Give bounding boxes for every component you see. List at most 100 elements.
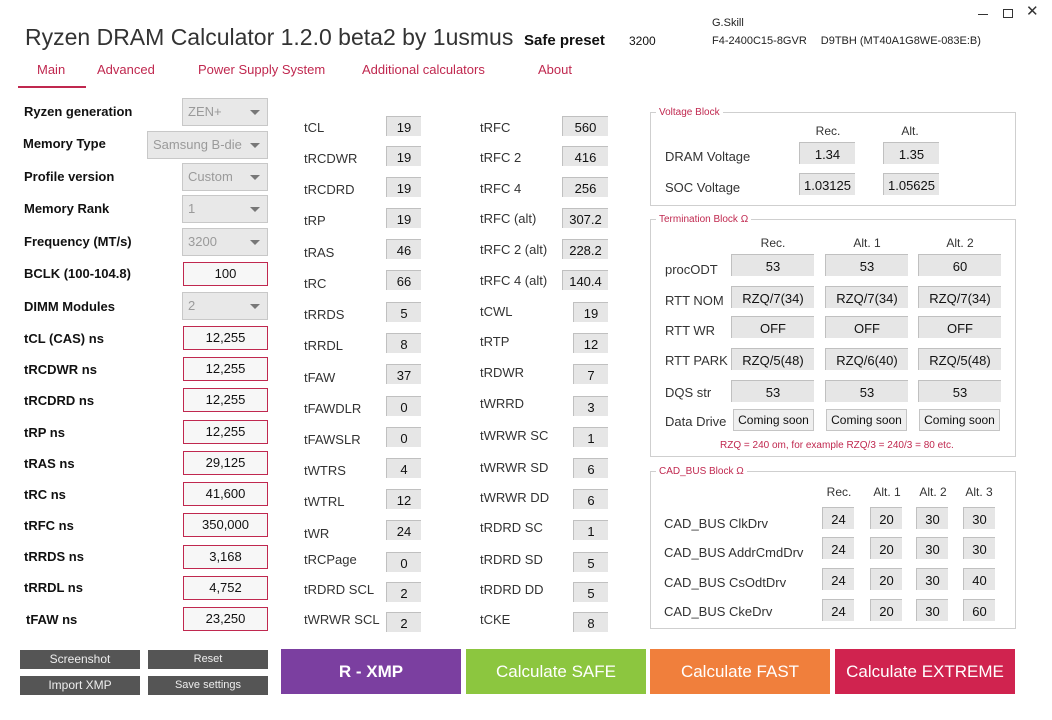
rtt-nom-label: RTT NOM — [665, 293, 724, 308]
trfc2-value: 416 — [562, 146, 608, 166]
rtt-park-label: RTT PARK — [665, 353, 728, 368]
tab-power-supply-system[interactable]: Power Supply System — [198, 62, 326, 77]
calculate-safe-button[interactable]: Calculate SAFE — [466, 649, 646, 694]
data-drive-alt1-button[interactable]: Coming soon — [826, 409, 907, 431]
maximize-button[interactable] — [1003, 9, 1013, 18]
memory-type-label: Memory Type — [23, 136, 106, 151]
cadbus-clkdrv-alt1: 20 — [870, 507, 902, 529]
cadbus-header-alt3: Alt. 3 — [965, 485, 993, 499]
trdrd-sd-label: tRDRD SD — [480, 552, 543, 567]
rtt-nom-rec: RZQ/7(34) — [731, 286, 814, 308]
trfc-value: 560 — [562, 116, 608, 136]
twrwr-dd-value: 6 — [573, 489, 608, 509]
trdrd-dd-label: tRDRD DD — [480, 582, 544, 597]
tab-additional-calculators[interactable]: Additional calculators — [362, 62, 485, 77]
tfaw-ns-label: tFAW ns — [26, 612, 78, 627]
twtrl-label: tWTRL — [304, 494, 345, 509]
trdrd-scl-label: tRDRD SCL — [304, 582, 375, 597]
twtrs-value: 4 — [386, 458, 421, 478]
import-xmp-button[interactable]: Import XMP — [20, 676, 140, 695]
calculate-fast-button[interactable]: Calculate FAST — [650, 649, 830, 694]
data-drive-alt2-button[interactable]: Coming soon — [919, 409, 1000, 431]
rtt-park-alt2: RZQ/5(48) — [918, 348, 1001, 370]
memory-type-select[interactable]: Samsung B-die — [147, 131, 268, 159]
calculate-extreme-button[interactable]: Calculate EXTREME — [835, 649, 1015, 694]
dqs-str-alt1: 53 — [825, 380, 908, 402]
data-drive-rec-button[interactable]: Coming soon — [733, 409, 814, 431]
trcdwr-ns-label: tRCDWR ns — [24, 362, 97, 377]
dram-voltage-label: DRAM Voltage — [665, 149, 751, 164]
chevron-down-icon — [250, 110, 260, 115]
trcdrd-ns-label: tRCDRD ns — [24, 393, 95, 408]
cadbus-clkdrv-label: CAD_BUS ClkDrv — [664, 516, 769, 531]
voltage-header-rec: Rec. — [815, 124, 841, 138]
trcdwr-value: 19 — [386, 146, 421, 166]
termination-header-alt2: Alt. 2 — [946, 236, 974, 250]
trrds-ns-input[interactable]: 3,168 — [183, 545, 268, 569]
cadbus-csodtdrv-alt2: 30 — [916, 568, 948, 590]
trrds-label: tRRDS — [304, 307, 345, 322]
trfc-ns-input[interactable]: 350,000 — [183, 513, 268, 537]
bclk-input[interactable]: 100 — [183, 262, 268, 286]
tcke-value: 8 — [573, 612, 608, 632]
procodt-rec: 53 — [731, 254, 814, 276]
cadbus-header-rec: Rec. — [826, 485, 852, 499]
dimm-modules-select[interactable]: 2 — [182, 292, 268, 320]
ryzen-generation-label: Ryzen generation — [24, 104, 133, 119]
tfaw-label: tFAW — [304, 370, 336, 385]
memory-vendor: G.Skill — [712, 17, 744, 29]
profile-version-select[interactable]: Custom — [182, 163, 268, 191]
rtt-wr-alt1: OFF — [825, 316, 908, 338]
voltage-header-alt: Alt. — [901, 124, 919, 138]
preset-label: Safe preset — [524, 32, 605, 49]
tcl-ns-input[interactable]: 12,255 — [183, 326, 268, 350]
memory-rank-select[interactable]: 1 — [182, 195, 268, 223]
close-button[interactable]: ✕ — [1026, 3, 1039, 20]
tras-ns-input[interactable]: 29,125 — [183, 451, 268, 475]
rtt-wr-label: RTT WR — [665, 323, 716, 338]
procodt-alt1: 53 — [825, 254, 908, 276]
procodt-alt2: 60 — [918, 254, 1001, 276]
tab-about[interactable]: About — [538, 62, 572, 77]
termination-header-rec: Rec. — [760, 236, 786, 250]
tfaw-ns-input[interactable]: 23,250 — [183, 607, 268, 631]
cadbus-ckedrv-alt3: 60 — [963, 599, 995, 621]
r-xmp-button[interactable]: R - XMP — [281, 649, 461, 694]
trrdl-ns-input[interactable]: 4,752 — [183, 576, 268, 600]
trcdrd-value: 19 — [386, 177, 421, 197]
trdrd-dd-value: 5 — [573, 582, 608, 602]
frequency-value: 3200 — [188, 234, 217, 249]
profile-version-label: Profile version — [24, 169, 115, 184]
trc-ns-input[interactable]: 41,600 — [183, 482, 268, 506]
rtt-wr-rec: OFF — [731, 316, 814, 338]
tcwl-value: 19 — [573, 302, 608, 322]
screenshot-button[interactable]: Screenshot — [20, 650, 140, 669]
reset-button[interactable]: Reset — [148, 650, 268, 669]
twrwr-sd-label: tWRWR SD — [480, 460, 549, 475]
trrdl-ns-label: tRRDL ns — [24, 580, 83, 595]
chevron-down-icon — [250, 304, 260, 309]
save-settings-button[interactable]: Save settings — [148, 676, 268, 695]
trrdl-label: tRRDL — [304, 338, 344, 353]
trdwr-label: tRDWR — [480, 365, 525, 380]
dram-voltage-alt: 1.35 — [883, 142, 939, 164]
memory-rank-value: 1 — [188, 201, 196, 216]
voltage-block — [650, 112, 1016, 206]
data-drive-label: Data Drive — [665, 414, 727, 429]
frequency-select[interactable]: 3200 — [182, 228, 268, 256]
trfc-alt-value: 307.2 — [562, 208, 608, 228]
tab-advanced[interactable]: Advanced — [97, 62, 155, 77]
trcdrd-ns-input[interactable]: 12,255 — [183, 388, 268, 412]
active-tab-indicator — [18, 86, 86, 88]
trrds-value: 5 — [386, 302, 421, 322]
trcdwr-ns-input[interactable]: 12,255 — [183, 357, 268, 381]
trp-ns-input[interactable]: 12,255 — [183, 420, 268, 444]
ryzen-generation-select[interactable]: ZEN+ — [182, 98, 268, 126]
twrwr-sc-value: 1 — [573, 427, 608, 447]
trtp-value: 12 — [573, 333, 608, 353]
minimize-button[interactable] — [976, 6, 990, 20]
memory-model: F4-2400C15-8GVR — [712, 35, 807, 47]
trdrd-scl-value: 2 — [386, 582, 421, 602]
tab-main[interactable]: Main — [37, 62, 66, 77]
twrwr-sd-value: 6 — [573, 458, 608, 478]
